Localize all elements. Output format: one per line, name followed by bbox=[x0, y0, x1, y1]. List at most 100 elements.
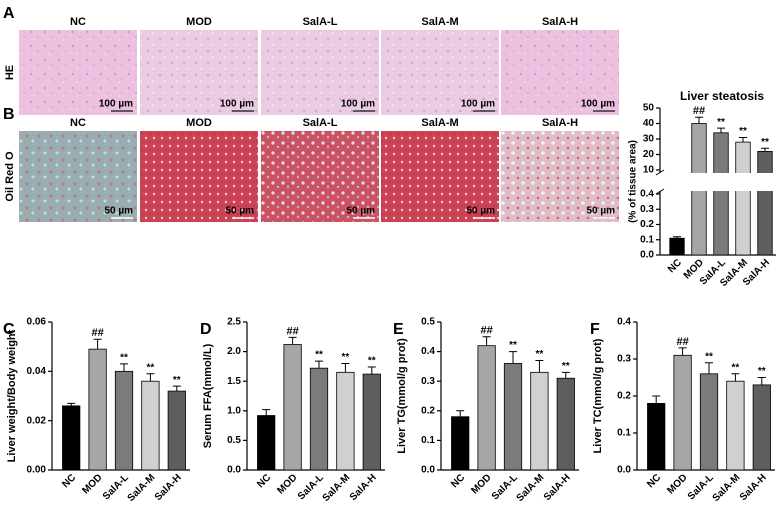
error-bar bbox=[695, 116, 703, 124]
x-tick-label: SalA-H bbox=[348, 472, 379, 503]
bar bbox=[757, 150, 773, 256]
y-tick-label: 0.5 bbox=[227, 435, 241, 446]
panel-letter: A bbox=[3, 5, 15, 22]
micrograph-shade bbox=[261, 131, 379, 222]
significance-label: ** bbox=[509, 340, 517, 351]
group-label: NC bbox=[70, 16, 86, 28]
bar bbox=[735, 141, 751, 256]
error-bar bbox=[717, 127, 725, 133]
y-tick-label: 0.0 bbox=[421, 465, 435, 476]
error-bar bbox=[561, 371, 570, 379]
significance-label: ** bbox=[173, 375, 181, 386]
y-axis-label: Liver TG(mmol/g prot) bbox=[396, 338, 408, 454]
error-bar bbox=[678, 347, 687, 356]
significance-label: ** bbox=[732, 362, 740, 373]
error-bar bbox=[652, 395, 661, 404]
panel-letter: F bbox=[590, 321, 600, 338]
y-tick-label: 0.0 bbox=[617, 465, 631, 476]
group-label: SalA-L bbox=[303, 16, 338, 28]
y-tick-label: 40 bbox=[643, 118, 655, 129]
significance-label: ** bbox=[717, 117, 725, 128]
significance-label: ** bbox=[536, 349, 544, 360]
bar-chart: Liver steatosis (% of tissue area) 0.0 0.1 0… bbox=[628, 89, 780, 289]
y-tick-label: 0.1 bbox=[617, 428, 631, 439]
y-tick-label: 0.2 bbox=[617, 391, 631, 402]
error-bar bbox=[535, 359, 544, 373]
error-bar bbox=[731, 373, 740, 382]
micrograph bbox=[140, 131, 258, 222]
group-label: MOD bbox=[186, 117, 212, 129]
x-tick-label: SalA-M bbox=[126, 472, 158, 504]
bar bbox=[752, 384, 771, 471]
bar bbox=[62, 405, 81, 471]
scale-bar-label: 50 µm bbox=[225, 206, 254, 217]
bar bbox=[114, 370, 134, 471]
y-axis-label: (% of tissue area) bbox=[628, 140, 639, 223]
y-tick-label: 0.3 bbox=[421, 376, 435, 387]
x-tick-label: NC bbox=[60, 472, 78, 490]
significance-label: ## bbox=[693, 105, 705, 117]
group-label: SalA-M bbox=[421, 16, 458, 28]
y-tick-label: 20 bbox=[643, 149, 655, 160]
y-tick-label: 0.5 bbox=[421, 317, 435, 328]
y-tick-label: 0.0 bbox=[227, 465, 241, 476]
significance-label: ** bbox=[739, 126, 747, 137]
bar bbox=[669, 237, 685, 256]
y-tick-label: 1.0 bbox=[227, 405, 241, 416]
scale-bar-label: 50 µm bbox=[466, 206, 495, 217]
y-tick-label: 0.2 bbox=[421, 405, 435, 416]
error-bar bbox=[482, 336, 491, 346]
x-tick-label: NC bbox=[255, 472, 273, 490]
micrograph bbox=[261, 131, 379, 222]
micrograph-shade bbox=[19, 30, 137, 115]
bar bbox=[699, 373, 719, 471]
bar bbox=[556, 377, 575, 471]
x-tick-label: MOD bbox=[80, 472, 104, 496]
y-axis-label: Liver TC(mmol/g prot) bbox=[592, 338, 604, 453]
micrograph bbox=[19, 30, 137, 115]
micrograph-shade bbox=[140, 30, 258, 115]
x-tick-label: NC bbox=[666, 257, 684, 275]
significance-label: ** bbox=[758, 366, 766, 377]
scale-bar-label: 50 µm bbox=[586, 206, 615, 217]
y-tick-label: 2.5 bbox=[227, 317, 241, 328]
group-label: SalA-M bbox=[421, 117, 458, 129]
micrograph-shade bbox=[501, 131, 619, 222]
panel-letter: D bbox=[200, 321, 212, 338]
bar bbox=[309, 367, 329, 471]
y-tick-label: 0.3 bbox=[640, 204, 654, 215]
significance-label: ## bbox=[676, 336, 688, 348]
y-axis-label: Serum FFA(mmol/L) bbox=[202, 343, 214, 448]
group-label: SalA-H bbox=[542, 16, 578, 28]
x-tick-label: NC bbox=[449, 472, 467, 490]
y-tick-label: 1.5 bbox=[227, 376, 241, 387]
error-bar bbox=[705, 362, 713, 374]
micrograph bbox=[381, 131, 499, 222]
error-bar bbox=[288, 336, 297, 345]
error-bar bbox=[93, 338, 102, 350]
y-tick-label: 0.00 bbox=[27, 465, 47, 476]
significance-label: ** bbox=[315, 350, 323, 361]
micrograph-shade bbox=[381, 131, 499, 222]
significance-label: ## bbox=[286, 325, 298, 337]
bar bbox=[503, 363, 523, 471]
y-tick-label: 0.4 bbox=[640, 189, 654, 200]
y-tick-label: 0.1 bbox=[640, 234, 654, 245]
y-tick-label: 30 bbox=[643, 134, 655, 145]
bar bbox=[167, 390, 186, 471]
x-tick-label: SalA-M bbox=[711, 472, 743, 504]
significance-label: ** bbox=[342, 352, 350, 363]
scale-bar-label: 100 µm bbox=[220, 99, 254, 110]
y-tick-label: 0.06 bbox=[27, 317, 47, 328]
bar bbox=[257, 415, 276, 471]
y-tick-label: 0.3 bbox=[617, 354, 631, 365]
x-tick-label: SalA-H bbox=[738, 472, 769, 503]
x-tick-label: MOD bbox=[469, 472, 493, 496]
group-label: SalA-L bbox=[303, 117, 338, 129]
bar bbox=[647, 402, 666, 471]
group-label: NC bbox=[70, 117, 86, 129]
